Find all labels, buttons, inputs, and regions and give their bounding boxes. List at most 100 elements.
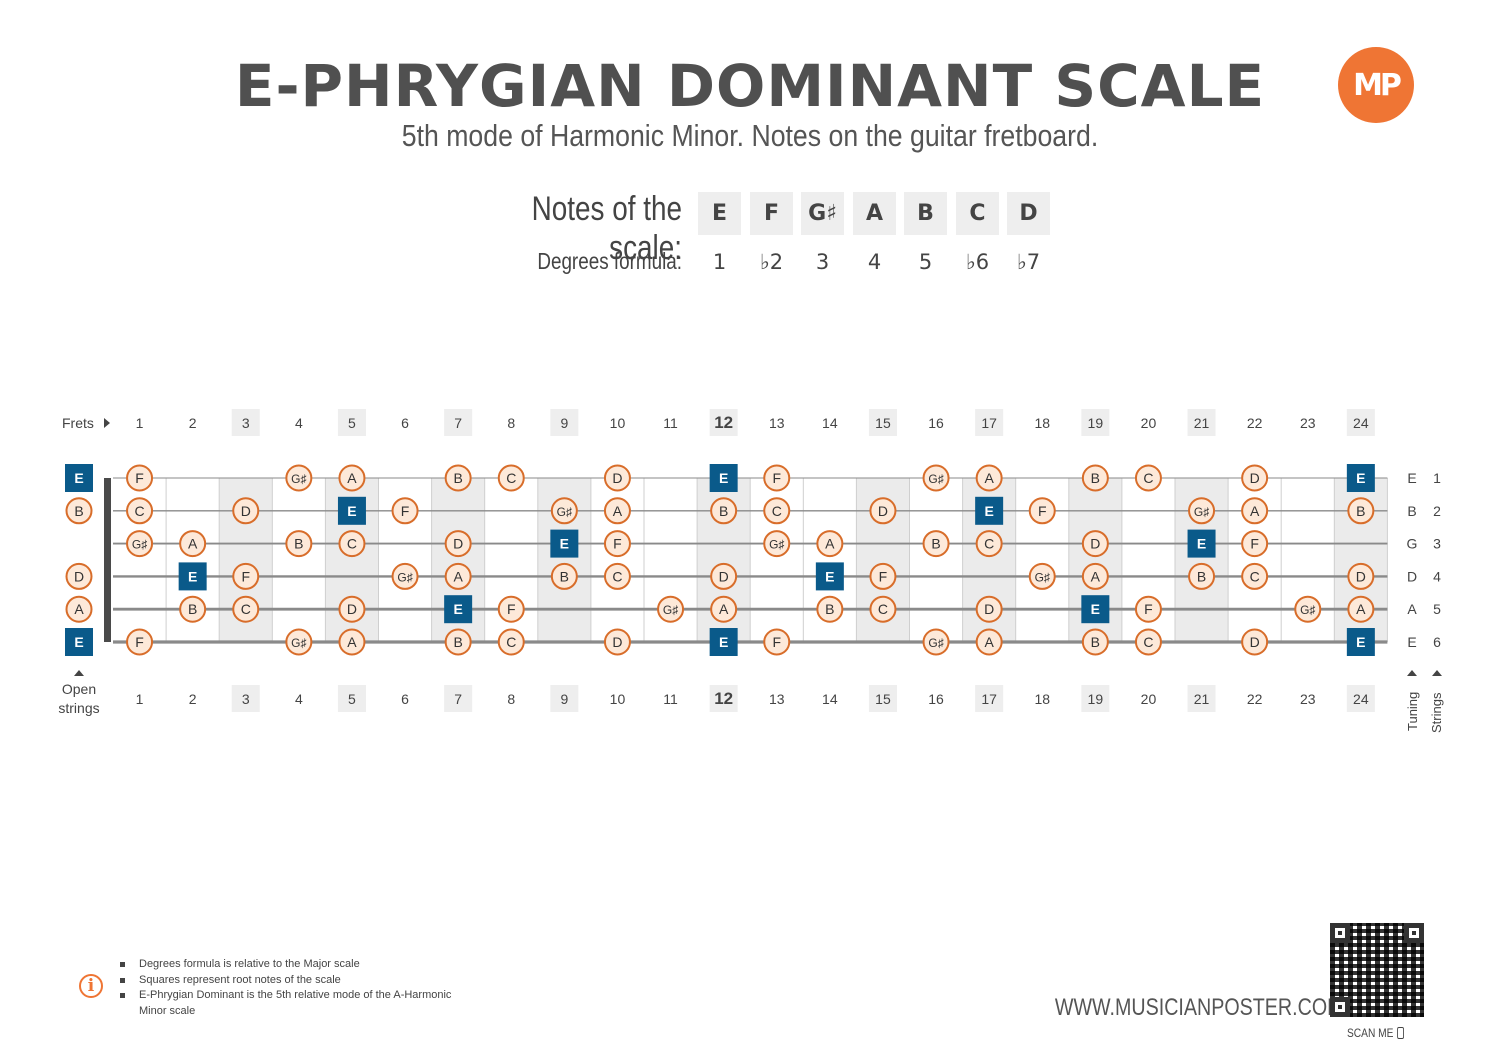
string-tuning: D xyxy=(1407,568,1417,584)
fret-number-top: 7 xyxy=(454,415,462,431)
fret-number-bottom: 22 xyxy=(1247,691,1263,707)
scale-note-label: A xyxy=(347,634,357,650)
scale-note-label: D xyxy=(612,470,622,486)
scale-note-label: F xyxy=(1038,503,1047,519)
scale-note-circle xyxy=(126,497,154,525)
scale-note-circle xyxy=(763,464,791,492)
scale-note-label: A xyxy=(1250,503,1260,519)
fret-number-bg xyxy=(550,685,579,712)
footer-notes: Degrees formula is relative to the Major… xyxy=(118,957,469,1019)
strings-label: Strings xyxy=(1429,692,1444,733)
root-note-square xyxy=(709,628,738,656)
scale-note-label: G♯ xyxy=(397,570,412,584)
scale-note-circle xyxy=(1241,464,1269,492)
page-subtitle: 5th mode of Harmonic Minor. Notes on the… xyxy=(401,118,1099,153)
scale-note-circle xyxy=(975,530,1003,558)
scale-degree: ♭7 xyxy=(1016,250,1041,274)
fret-number-top: 4 xyxy=(295,415,303,431)
fret-number-bottom: 13 xyxy=(769,691,785,707)
fret-number-bg xyxy=(1346,409,1375,436)
fret-number-bg xyxy=(444,685,473,712)
fret-number-bg xyxy=(444,409,473,436)
scale-note: A xyxy=(853,192,896,235)
root-note-square xyxy=(550,529,579,558)
fret-number-bottom: 15 xyxy=(875,691,891,707)
scale-note-circle xyxy=(975,464,1003,492)
scale-note-label: A xyxy=(453,568,463,584)
scale-note-circle xyxy=(1347,562,1375,590)
open-strings-label: strings xyxy=(58,700,99,716)
footer-note: Degrees formula is relative to the Major… xyxy=(118,957,469,973)
scale-note-label: A xyxy=(984,470,994,486)
scale-note-label: A xyxy=(1091,568,1101,584)
scale-degree: ♭6 xyxy=(965,250,990,274)
scale-note-circle xyxy=(1241,628,1269,656)
page-title: E-PHRYGIAN DOMINANT SCALE xyxy=(234,52,1266,120)
root-note-square xyxy=(65,628,93,656)
qr-finder xyxy=(1330,923,1350,943)
scale-note-label: C xyxy=(506,470,516,486)
scale-note-label: F xyxy=(772,470,781,486)
scale-note-label: G♯ xyxy=(928,472,943,486)
scale-note-label: G♯ xyxy=(291,472,306,486)
fret-number-bg xyxy=(975,409,1004,436)
brand-logo[interactable]: MP xyxy=(1338,47,1414,123)
scale-note-circle xyxy=(710,562,738,590)
scale-note-circle xyxy=(869,562,897,590)
root-note-label: E xyxy=(74,634,83,650)
scale-note-label: F xyxy=(772,634,781,650)
scale-note-circle xyxy=(710,497,738,525)
scale-note-circle xyxy=(1028,497,1056,525)
scale-note-circle xyxy=(497,628,525,656)
qr-code[interactable] xyxy=(1330,923,1424,1017)
scale-note-label: C xyxy=(347,536,357,552)
scale-note-circle xyxy=(391,497,419,525)
scale-note-label: F xyxy=(1144,601,1153,617)
scale-note-label: G♯ xyxy=(769,538,784,552)
phone-icon xyxy=(1396,1027,1404,1039)
scale-note-circle xyxy=(603,464,631,492)
scale-note-circle xyxy=(391,562,419,590)
fret-number-top: 17 xyxy=(981,415,997,431)
scale-note-label: D xyxy=(984,601,994,617)
scale-note-circle xyxy=(444,562,472,590)
root-note-label: E xyxy=(347,503,356,519)
string-number: 1 xyxy=(1433,470,1441,486)
website-link[interactable]: WWW.MUSICIANPOSTER.COM xyxy=(1054,994,1344,1021)
scale-note-label: B xyxy=(188,601,197,617)
scale-note-circle xyxy=(1294,595,1322,623)
fret-number-bg xyxy=(1187,409,1216,436)
footer-note: E-Phrygian Dominant is the 5th relative … xyxy=(118,988,469,1019)
fret-number-top: 22 xyxy=(1247,415,1263,431)
scale-note-label: F xyxy=(401,503,410,519)
scale-note-label: A xyxy=(825,536,835,552)
scale-note-label: B xyxy=(74,503,83,519)
scale-note-circle xyxy=(603,530,631,558)
fret-number-top: 21 xyxy=(1194,415,1210,431)
scale-note-circle xyxy=(1241,497,1269,525)
scale-note-circle xyxy=(550,562,578,590)
scale-note-label: F xyxy=(241,568,250,584)
scale-note-circle xyxy=(65,562,93,590)
fret-number-bg xyxy=(868,685,897,712)
scale-note-circle xyxy=(1134,595,1162,623)
scale-note-label: F xyxy=(135,470,144,486)
fret-number-bottom: 7 xyxy=(454,691,462,707)
root-note-square xyxy=(1187,529,1216,558)
scale-note-label: C xyxy=(612,568,622,584)
scale-note-circle xyxy=(444,530,472,558)
scale-note: D xyxy=(1007,192,1050,235)
scale-note-label: F xyxy=(613,536,622,552)
string-number: 2 xyxy=(1433,503,1441,519)
string-tuning: E xyxy=(1407,470,1416,486)
root-note-label: E xyxy=(825,568,834,584)
fret-number-bottom: 19 xyxy=(1088,691,1104,707)
fret-number-bottom: 3 xyxy=(242,691,250,707)
string-number: 4 xyxy=(1433,568,1441,584)
string-number: 6 xyxy=(1433,634,1441,650)
fret-number-bottom: 14 xyxy=(822,691,838,707)
scale-note-label: C xyxy=(1250,568,1260,584)
tuning-label: Tuning xyxy=(1405,692,1420,731)
fret-number-bottom: 16 xyxy=(928,691,944,707)
scale-note-circle xyxy=(179,595,207,623)
